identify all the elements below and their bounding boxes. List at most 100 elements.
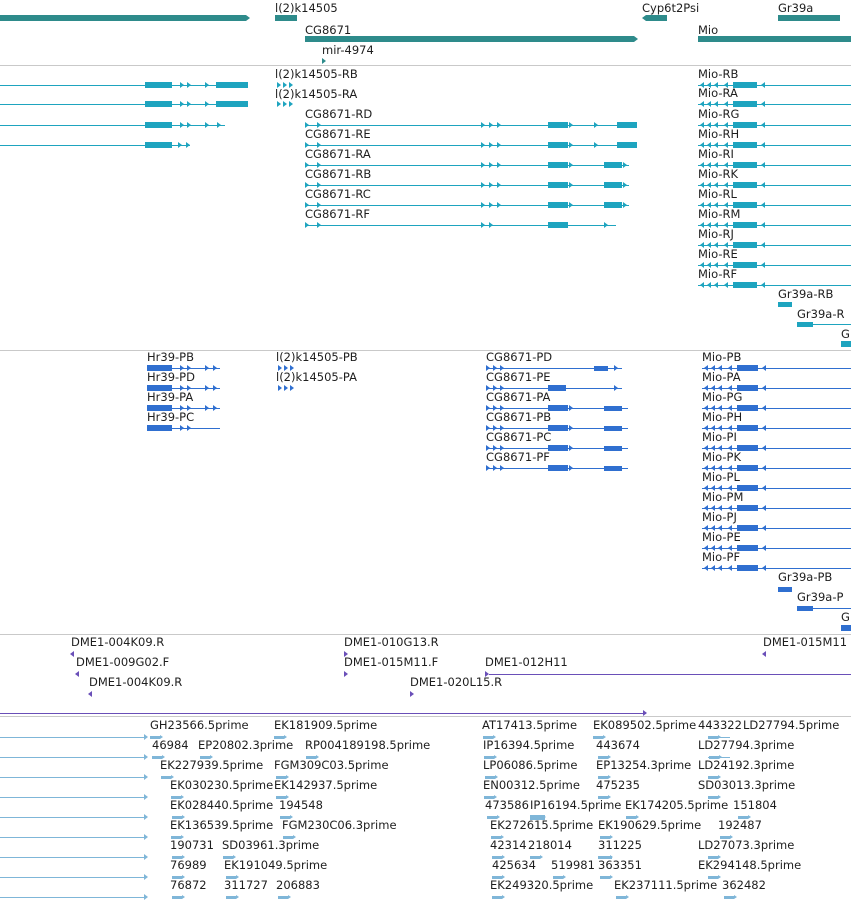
exon-block[interactable]: [145, 82, 172, 88]
exon-block[interactable]: [548, 445, 568, 451]
exon-block[interactable]: [275, 15, 297, 21]
exon-block[interactable]: [594, 366, 608, 371]
exon-block[interactable]: [733, 162, 757, 168]
exon-block[interactable]: [147, 365, 172, 371]
feature-label[interactable]: 425634: [492, 858, 536, 872]
exon-block[interactable]: [485, 776, 495, 779]
feature-label[interactable]: CG8671-PB: [486, 410, 552, 424]
exon-block[interactable]: [484, 796, 494, 799]
feature-label[interactable]: G: [841, 327, 850, 341]
feature-label[interactable]: Cyp6t2Psi: [642, 1, 700, 15]
exon-block[interactable]: [548, 162, 568, 168]
feature-label[interactable]: Mio-PJ: [702, 510, 737, 524]
feature-label[interactable]: mir-4974: [322, 43, 374, 57]
feature-label[interactable]: 76989: [170, 858, 207, 872]
exon-block[interactable]: [598, 756, 608, 759]
feature-label[interactable]: Hr39-PB: [147, 350, 194, 364]
exon-block[interactable]: [604, 466, 622, 471]
exon-block[interactable]: [733, 262, 757, 268]
exon-block[interactable]: [616, 896, 626, 899]
exon-block[interactable]: [171, 796, 181, 799]
feature-label[interactable]: CG8671: [305, 23, 352, 37]
exon-block[interactable]: [778, 587, 792, 592]
exon-block[interactable]: [626, 816, 636, 819]
feature-label[interactable]: DME1-015M11.F: [344, 655, 439, 669]
exon-block[interactable]: [733, 182, 757, 188]
exon-block[interactable]: [147, 405, 172, 411]
feature-label[interactable]: l(2)k14505-PB: [276, 350, 358, 364]
feature-label[interactable]: Gr39a-P: [797, 590, 844, 604]
feature-label[interactable]: Mio-PI: [702, 430, 737, 444]
feature-label[interactable]: EK227939.5prime: [160, 758, 264, 772]
exon-block[interactable]: [598, 856, 612, 859]
feature-label[interactable]: SD03961.3prime: [222, 838, 320, 852]
exon-block[interactable]: [216, 82, 248, 88]
feature-label[interactable]: LP06086.5prime: [483, 758, 578, 772]
exon-block[interactable]: [484, 756, 494, 759]
exon-block[interactable]: [797, 322, 813, 327]
feature-label[interactable]: CG8671-PA: [486, 390, 551, 404]
feature-label[interactable]: 362482: [722, 878, 766, 892]
feature-label[interactable]: LD27794.3prime: [698, 738, 795, 752]
feature-label[interactable]: 192487: [718, 818, 762, 832]
feature-label[interactable]: CG8671-PD: [486, 350, 553, 364]
feature-label[interactable]: IP16394.5prime: [483, 738, 575, 752]
exon-block[interactable]: [492, 896, 502, 899]
exon-block[interactable]: [737, 445, 758, 451]
exon-block[interactable]: [708, 796, 718, 799]
feature-label[interactable]: Hr39-PA: [147, 390, 194, 404]
feature-label[interactable]: l(2)k14505-RB: [275, 67, 358, 81]
exon-block[interactable]: [617, 122, 637, 128]
exon-block[interactable]: [708, 876, 718, 879]
exon-block[interactable]: [223, 856, 233, 859]
feature-label[interactable]: 443322: [698, 718, 742, 732]
exon-block[interactable]: [733, 242, 757, 248]
feature-label[interactable]: l(2)k14505-PA: [276, 370, 357, 384]
exon-block[interactable]: [172, 856, 182, 859]
exon-block[interactable]: [172, 816, 182, 819]
feature-label[interactable]: DME1-004K09.R: [89, 675, 183, 689]
feature-label[interactable]: LD27073.3prime: [698, 838, 795, 852]
exon-block[interactable]: [150, 736, 160, 739]
exon-block[interactable]: [145, 122, 172, 128]
feature-label[interactable]: Gr39a: [778, 1, 814, 15]
feature-label[interactable]: EK249320.5prime: [490, 878, 594, 892]
feature-label[interactable]: 363351: [598, 858, 642, 872]
exon-block[interactable]: [147, 385, 172, 391]
feature-label[interactable]: EK237111.5prime: [614, 878, 718, 892]
feature-label[interactable]: CG8671-RD: [305, 107, 373, 121]
exon-block[interactable]: [738, 816, 748, 819]
exon-block[interactable]: [530, 815, 545, 820]
feature-label[interactable]: Mio-PB: [702, 350, 742, 364]
exon-block[interactable]: [733, 282, 757, 288]
feature-label[interactable]: Mio-RG: [698, 107, 740, 121]
exon-block[interactable]: [737, 505, 758, 511]
exon-block[interactable]: [737, 385, 758, 391]
exon-block[interactable]: [698, 36, 851, 42]
feature-label[interactable]: EP20802.3prime: [198, 738, 294, 752]
exon-block[interactable]: [283, 836, 293, 839]
feature-label[interactable]: Gr39a-RB: [778, 287, 834, 301]
exon-block[interactable]: [548, 425, 568, 431]
feature-label[interactable]: CG8671-PC: [486, 430, 552, 444]
exon-block[interactable]: [733, 222, 757, 228]
feature-label[interactable]: EK181909.5prime: [274, 718, 378, 732]
feature-label[interactable]: CG8671-RF: [305, 207, 370, 221]
feature-label[interactable]: DME1-004K09.R: [71, 635, 165, 649]
exon-block[interactable]: [708, 776, 718, 779]
feature-label[interactable]: l(2)k14505: [275, 1, 338, 15]
feature-label[interactable]: DME1-015M11: [763, 635, 848, 649]
exon-block[interactable]: [724, 896, 734, 899]
feature-label[interactable]: Hr39-PC: [147, 410, 195, 424]
feature-label[interactable]: EK191049.5prime: [224, 858, 328, 872]
feature-label[interactable]: CG8671-PF: [486, 450, 550, 464]
feature-label[interactable]: Mio-RH: [698, 127, 740, 141]
feature-label[interactable]: Mio-PA: [702, 370, 741, 384]
feature-label[interactable]: EK030230.5prime: [170, 778, 274, 792]
exon-block[interactable]: [0, 15, 246, 21]
feature-label[interactable]: CG8671-RB: [305, 167, 372, 181]
feature-label[interactable]: EK190629.5prime: [598, 818, 702, 832]
feature-label[interactable]: CG8671-RE: [305, 127, 371, 141]
exon-block[interactable]: [733, 142, 757, 148]
exon-block[interactable]: [841, 341, 851, 347]
